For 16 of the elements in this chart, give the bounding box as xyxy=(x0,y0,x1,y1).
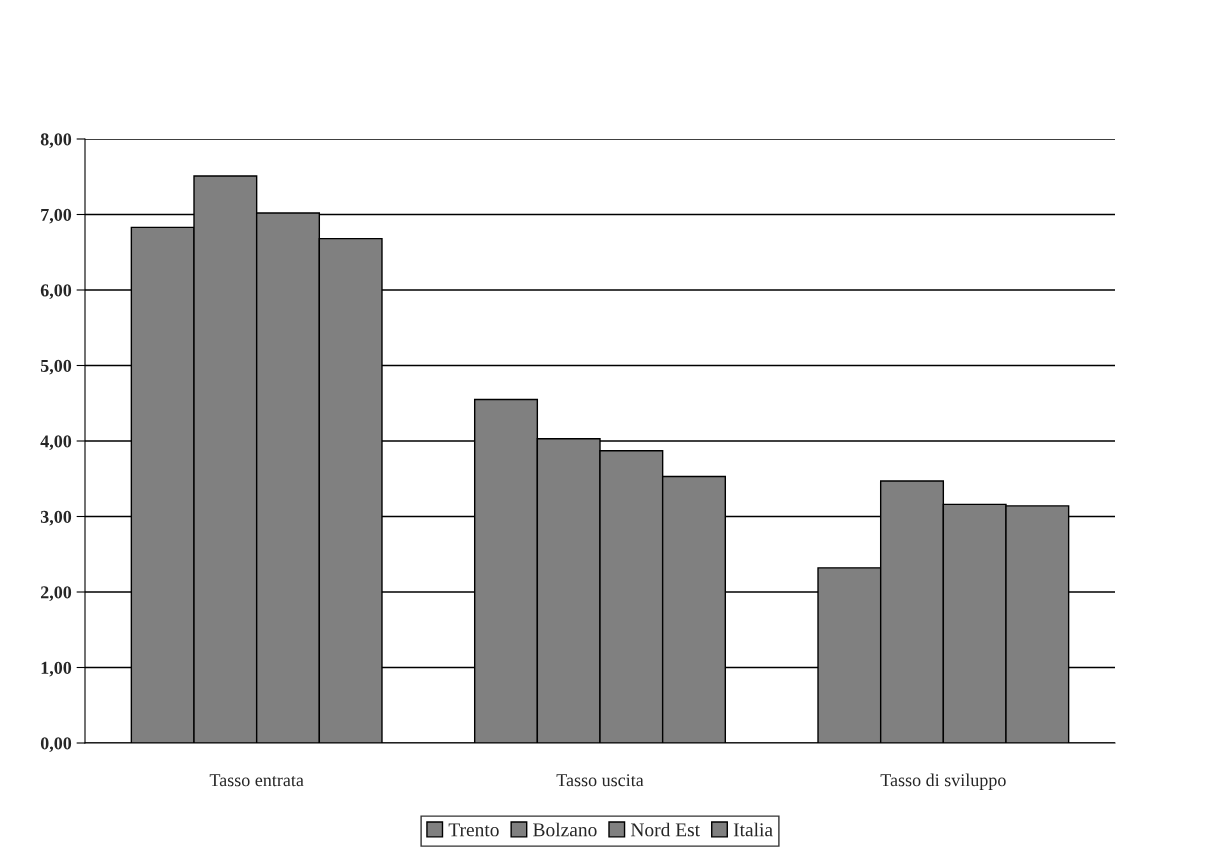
x-tick-label: Tasso di sviluppo xyxy=(880,773,1006,790)
legend-label: Trento xyxy=(448,823,499,837)
y-tick-label: 8,00 xyxy=(40,133,72,149)
y-tick-label: 4,00 xyxy=(40,435,72,451)
y-tick-label: 2,00 xyxy=(40,586,72,602)
legend-label: Italia xyxy=(733,822,773,837)
y-tick-label: 0,00 xyxy=(40,737,72,753)
x-tick-label: Tasso entrata xyxy=(209,774,304,787)
y-tick-label: 1,00 xyxy=(41,661,72,677)
y-tick-label: 7,00 xyxy=(41,208,72,224)
legend-label: Nord Est xyxy=(630,822,700,837)
legend-label: Bolzano xyxy=(533,822,597,837)
y-tick-label: 3,00 xyxy=(40,510,72,526)
y-tick-label: 6,00 xyxy=(40,284,72,300)
y-tick-label: 5,00 xyxy=(40,359,72,375)
x-tick-label: Tasso uscita xyxy=(556,774,644,787)
